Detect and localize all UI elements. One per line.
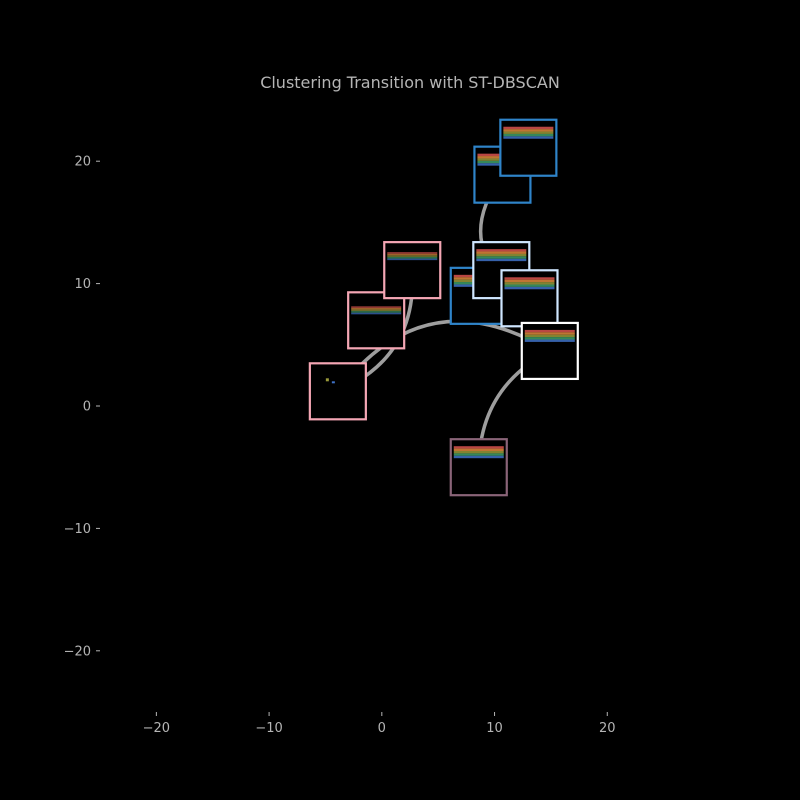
thumbnail-band — [351, 306, 402, 308]
thumbnail-band — [351, 309, 402, 312]
thumbnail-band — [524, 337, 575, 340]
thumbnail-band — [476, 251, 527, 254]
cluster-node-border — [308, 362, 367, 421]
axes-layer: −20 −10 0 10 20 −20 −10 0 10 20 — [64, 155, 616, 736]
cluster-node-border — [499, 118, 558, 177]
thumbnail-band — [476, 256, 527, 259]
thumbnail-band — [387, 256, 438, 259]
chart-title: Clustering Transition with ST-DBSCAN — [260, 73, 560, 92]
thumbnail-band — [476, 249, 527, 252]
x-tick-label: 20 — [599, 721, 616, 736]
thumbnail-band — [351, 307, 402, 310]
thumbnail-band — [504, 282, 555, 285]
thumbnail-band — [476, 253, 527, 257]
thumbnail-band — [387, 253, 438, 256]
y-tick-label: 0 — [83, 400, 91, 415]
thumbnail-band — [503, 136, 554, 139]
thumbnail-band — [504, 286, 555, 290]
cluster-node — [449, 438, 508, 497]
y-tick-label: 10 — [74, 277, 91, 292]
thumbnail-band — [504, 284, 555, 287]
cluster-node — [500, 269, 559, 328]
cluster-node — [520, 321, 579, 381]
cluster-node — [499, 118, 558, 177]
x-tick-label: 10 — [486, 721, 503, 736]
thumbnail-band — [524, 329, 575, 333]
cluster-node — [383, 241, 442, 300]
thumbnail-band — [503, 131, 554, 134]
x-tick-label: −20 — [143, 721, 170, 736]
cluster-node-border — [449, 438, 508, 497]
x-tick-label: −10 — [255, 721, 282, 736]
thumbnail-band — [524, 339, 575, 342]
cluster-node — [347, 291, 406, 350]
thumbnail-band — [453, 451, 504, 454]
x-tick-label: 0 — [378, 721, 386, 736]
thumbnail-band — [453, 453, 504, 456]
cluster-node-border — [520, 321, 579, 381]
thumbnail-band — [503, 129, 554, 132]
cluster-node-background — [384, 242, 441, 299]
thumbnail-band — [503, 133, 554, 137]
y-tick-label: 20 — [74, 155, 91, 170]
cluster-node-border — [347, 291, 406, 350]
thumbnail-band — [387, 258, 438, 261]
cluster-node-background — [348, 292, 405, 349]
thumbnail-band — [453, 446, 504, 449]
thumbnail-point — [325, 378, 329, 382]
thumbnail-band — [476, 258, 527, 262]
thumbnail-band — [351, 311, 402, 313]
thumbnail-band — [387, 252, 438, 254]
thumbnail-band — [387, 255, 438, 257]
thumbnail-band — [351, 312, 402, 315]
y-tick-label: −10 — [64, 522, 91, 537]
thumbnail-band — [524, 332, 575, 335]
thumbnail-band — [504, 277, 555, 280]
thumbnail-band — [453, 455, 504, 459]
cluster-node — [308, 362, 367, 421]
thumbnail-band — [453, 448, 504, 451]
thumbnail-band — [503, 126, 554, 130]
cluster-node-background — [309, 363, 366, 420]
thumbnail-band — [524, 334, 575, 338]
thumbnail-band — [504, 279, 555, 283]
thumbnail-point — [331, 381, 335, 384]
y-tick-label: −20 — [64, 644, 91, 659]
cluster-node-border — [383, 241, 442, 300]
nodes-layer — [308, 118, 579, 497]
